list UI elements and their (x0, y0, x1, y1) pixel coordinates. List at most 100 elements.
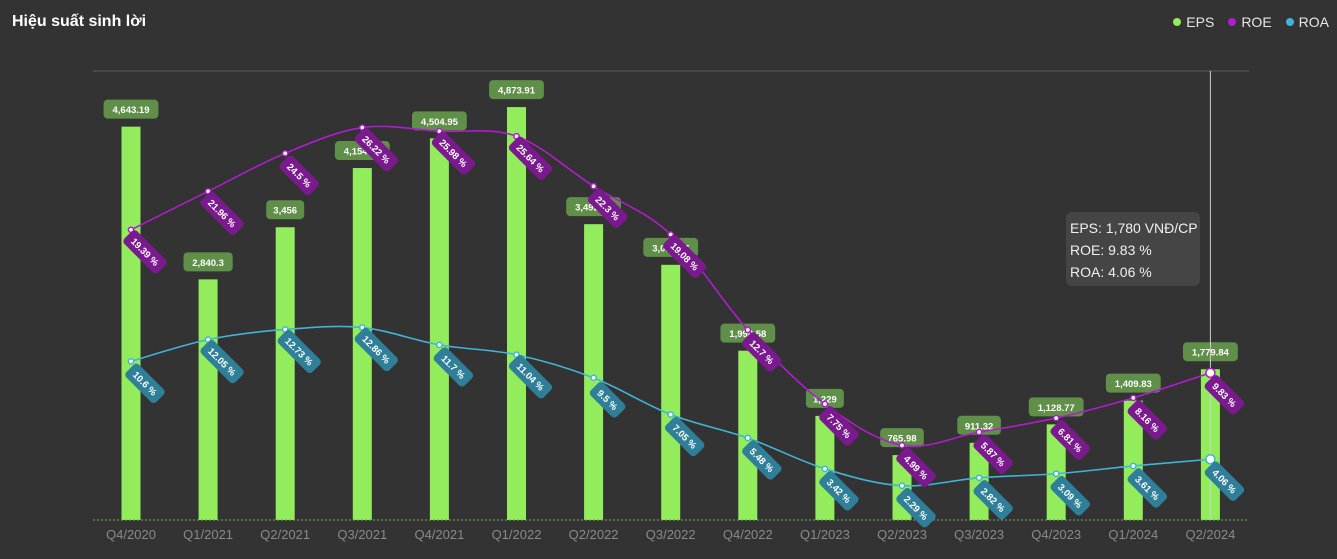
x-tick-label: Q3/2022 (646, 527, 696, 542)
x-tick-label: Q2/2021 (260, 527, 310, 542)
roa-value-label-bg (665, 416, 705, 457)
roa-value-label-bg (433, 347, 474, 387)
roe-value-label-bg (431, 131, 476, 175)
roa-value-label-bg (508, 355, 553, 399)
roe-value-label-group: 9.83 % (1204, 375, 1245, 415)
eps-value-label: 1,128.77 (1038, 403, 1075, 414)
roe-value-label-bg (279, 155, 319, 196)
roe-point (281, 149, 289, 157)
x-tick-label: Q4/2021 (414, 527, 464, 542)
eps-value-label-bg (805, 388, 844, 408)
roe-point (1129, 394, 1137, 402)
roa-point (821, 465, 829, 473)
eps-value-label: 4,154.68 (344, 147, 381, 158)
roa-value-label-bg (742, 440, 782, 480)
x-tick-label: Q1/2023 (800, 527, 850, 542)
tooltip-eps: EPS: 1,780 VNĐ/CP (1070, 220, 1198, 236)
x-tick-label: Q2/2023 (877, 527, 927, 542)
eps-value-label-bg (489, 80, 544, 100)
legend-label-roe: ROE (1241, 14, 1272, 30)
x-tick-label: Q1/2021 (183, 527, 233, 542)
eps-value-label-bg (412, 111, 467, 131)
x-tick-label: Q4/2022 (723, 527, 773, 542)
roa-point (127, 358, 135, 365)
roe-point (821, 400, 829, 408)
roa-point (1129, 462, 1137, 470)
legend-dot-eps (1173, 18, 1182, 26)
roa-value-label-bg (125, 363, 165, 404)
eps-value-label: 4,873.91 (498, 86, 536, 97)
eps-value-label: 911.32 (965, 421, 994, 432)
roa-point (436, 341, 443, 349)
roa-point (898, 482, 906, 490)
eps-bar (121, 126, 141, 521)
eps-value-label-bg (103, 99, 159, 119)
roe-value-label-bg (973, 434, 1013, 474)
eps-value-label: 3,456 (273, 206, 297, 217)
roa-point (667, 411, 675, 418)
eps-value-label: 765.98 (887, 434, 916, 445)
x-tick-label: Q1/2022 (492, 527, 542, 542)
roe-point (898, 441, 906, 449)
eps-value-label: 2,840.3 (192, 258, 224, 269)
eps-value-label: 4,643.19 (113, 105, 150, 116)
roa-point (975, 474, 983, 482)
roe-value-label-bg (123, 230, 167, 274)
legend-item-eps[interactable]: EPS (1173, 14, 1214, 30)
roe-point (590, 182, 597, 190)
eps-value-label: 1,409.83 (1115, 379, 1152, 390)
roa-point (1205, 453, 1216, 465)
roe-value-label-bg (896, 447, 936, 488)
roe-value-label-bg (663, 234, 707, 279)
legend-item-roe[interactable]: ROE (1228, 14, 1272, 30)
legend-item-roa[interactable]: ROA (1285, 14, 1329, 30)
roa-point (744, 434, 752, 442)
eps-bar (584, 224, 604, 520)
x-tick-label: Q4/2020 (106, 527, 156, 542)
roe-point (1205, 367, 1216, 379)
roe-value-label-bg (1127, 400, 1167, 440)
roe-value-label-group: 24.5 % (279, 155, 319, 196)
roe-value-label-bg (819, 406, 859, 446)
roa-value-label-bg (354, 327, 398, 372)
eps-value-label-bg (1105, 373, 1161, 393)
roa-value-label-bg (973, 480, 1013, 520)
x-tick-label: Q2/2022 (569, 527, 619, 542)
roe-value-label-bg (200, 191, 244, 235)
x-tick-label: Q1/2024 (1108, 527, 1158, 542)
eps-bar (429, 138, 449, 520)
legend-label-eps: EPS (1186, 14, 1215, 30)
roa-value-label-bg (200, 340, 244, 384)
legend-label-roa: ROA (1298, 14, 1329, 30)
roe-value-label-bg (1204, 375, 1245, 415)
eps-bar (275, 227, 295, 520)
legend-dot-roe (1228, 18, 1237, 26)
x-tick-label: Q3/2023 (954, 527, 1004, 542)
x-tick-label: Q3/2021 (337, 527, 387, 542)
eps-value-label: 4,504.95 (421, 117, 459, 128)
roa-value-label-bg (1127, 468, 1167, 508)
roe-point (975, 428, 983, 436)
legend-dot-roa (1285, 18, 1294, 26)
eps-bar (198, 279, 218, 520)
roa-value-label-bg (896, 488, 936, 528)
roa-value-label-bg (819, 471, 859, 511)
roa-point (590, 374, 597, 382)
roa-point (1052, 470, 1060, 478)
eps-value-label: 3,492.03 (575, 203, 612, 214)
roe-value-label-bg (742, 332, 782, 372)
roe-value-label-bg (354, 127, 398, 172)
roe-value-label-bg (1050, 420, 1090, 460)
eps-value-label: 1,998.58 (729, 329, 766, 340)
tooltip-roa: ROA: 4.06 % (1070, 264, 1152, 280)
eps-value-label-bg (1028, 397, 1084, 417)
eps-value-label-bg (266, 200, 305, 220)
roe-point (744, 326, 752, 334)
eps-bar (507, 107, 526, 521)
roa-value-label-group: 7.05 % (665, 416, 705, 457)
roa-value-label-bg (589, 382, 626, 418)
tooltip: EPS: 1,780 VNĐ/CP ROE: 9.83 % ROA: 4.06 … (1066, 212, 1200, 286)
eps-bar (661, 264, 681, 520)
x-tick-label: Q2/2024 (1185, 527, 1235, 542)
